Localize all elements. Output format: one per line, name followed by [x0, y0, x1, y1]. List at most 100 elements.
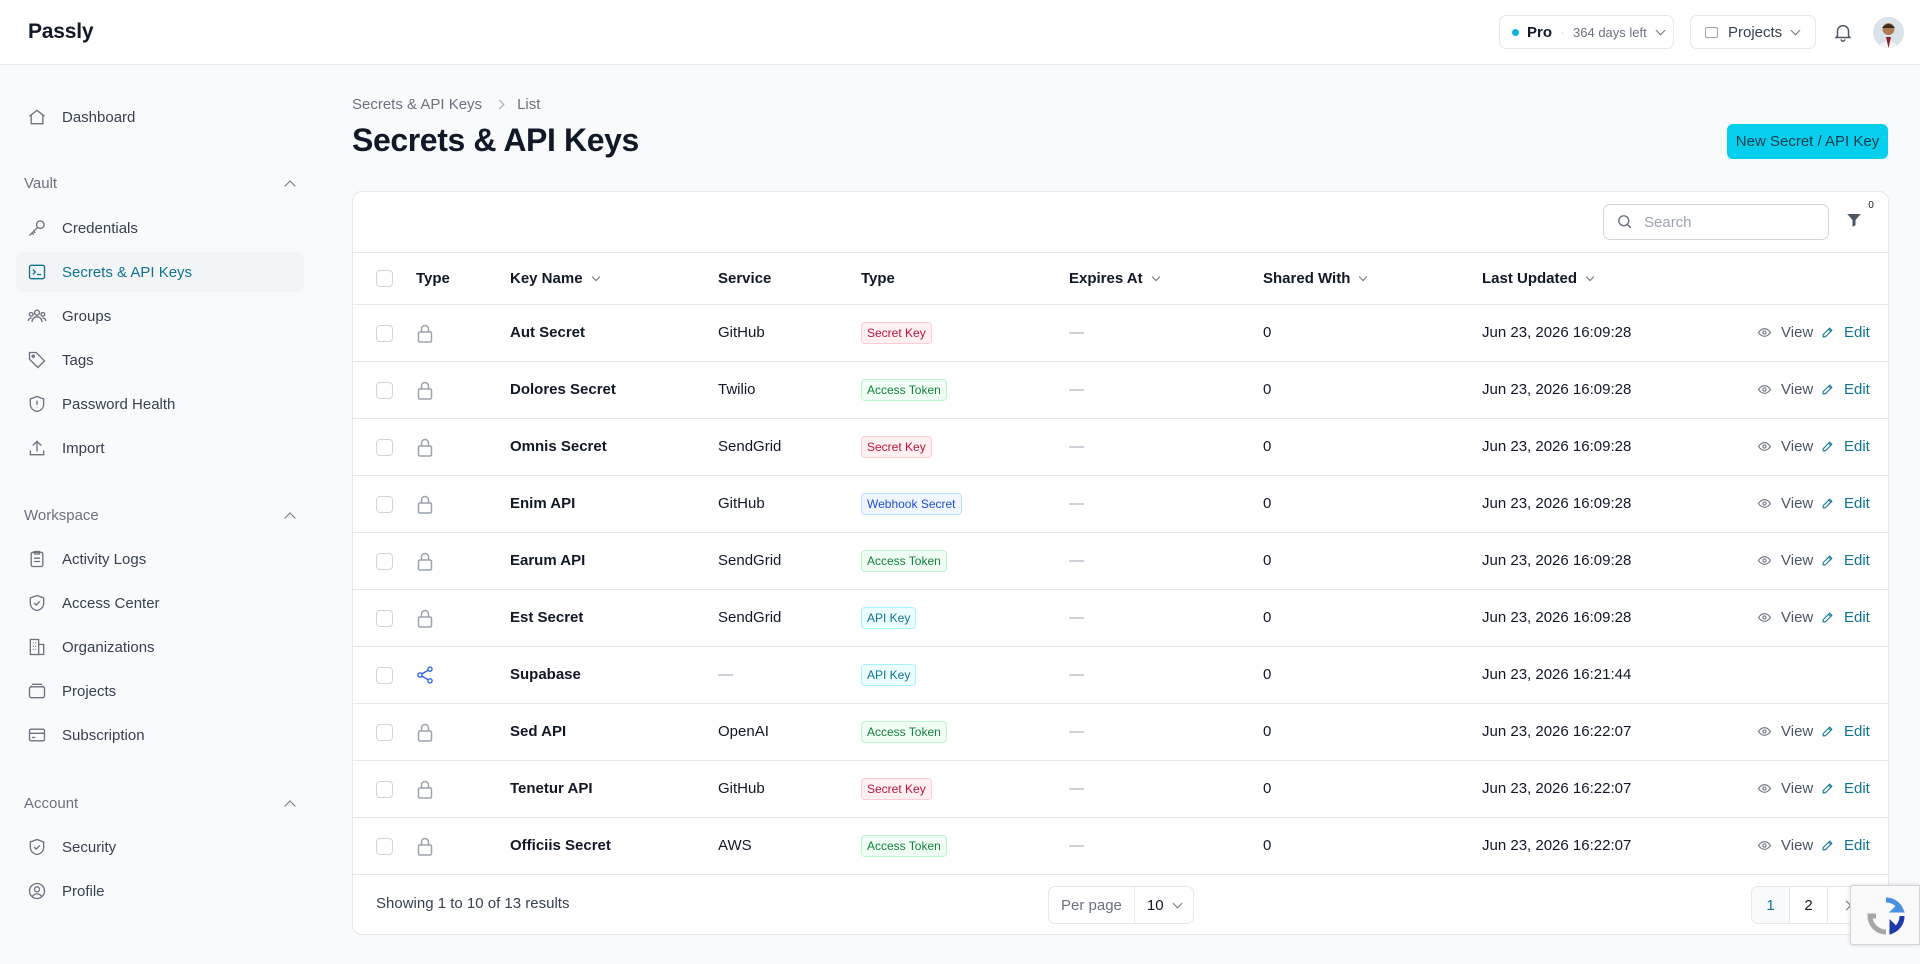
- sidebar-item-password-health[interactable]: Password Health: [16, 384, 304, 424]
- row-checkbox[interactable]: [376, 838, 393, 855]
- table-row[interactable]: Sed API OpenAI Access Token — 0 Jun 23, 2026 …: [353, 704, 1888, 761]
- select-all-checkbox[interactable]: [376, 270, 393, 287]
- table-row[interactable]: Omnis Secret SendGrid Secret Key — 0 Jun 23, …: [353, 419, 1888, 476]
- type-badge: Secret Key: [861, 322, 932, 344]
- row-checkbox[interactable]: [376, 439, 393, 456]
- sidebar-item-label: Security: [62, 838, 117, 856]
- edit-button[interactable]: Edit: [1821, 324, 1870, 341]
- sidebar-item-profile[interactable]: Profile: [16, 871, 304, 911]
- edit-icon: [1821, 839, 1839, 852]
- sidebar-item-credentials[interactable]: Credentials: [16, 208, 304, 248]
- bell-icon[interactable]: [1832, 20, 1854, 44]
- view-button[interactable]: View: [1758, 837, 1813, 854]
- sidebar-section-account[interactable]: Account: [24, 795, 296, 812]
- key-icon: [26, 217, 48, 239]
- secrets-table-card: Search 0 Type Key Name Service Type Expi…: [352, 191, 1889, 935]
- filter-icon[interactable]: [1845, 210, 1863, 230]
- view-button[interactable]: View: [1758, 438, 1813, 455]
- table-row[interactable]: Officiis Secret AWS Access Token — 0 Jun 23, …: [353, 818, 1888, 875]
- table-row[interactable]: Supabase — API Key — 0 Jun 23, 2026 16:21:44: [353, 647, 1888, 704]
- sidebar-item-subscription[interactable]: Subscription: [16, 715, 304, 755]
- key-name[interactable]: Dolores Secret: [510, 381, 616, 398]
- sidebar-item-groups[interactable]: Groups: [16, 296, 304, 336]
- view-label: View: [1781, 552, 1814, 569]
- key-name[interactable]: Omnis Secret: [510, 438, 607, 455]
- sidebar-item-organizations[interactable]: Organizations: [16, 627, 304, 667]
- key-name[interactable]: Est Secret: [510, 609, 584, 626]
- lock-icon: [417, 381, 433, 400]
- expires-at: —: [1069, 438, 1084, 455]
- sidebar-section-workspace[interactable]: Workspace: [24, 507, 296, 524]
- plan-dropdown[interactable]: Pro · 364 days left: [1499, 15, 1674, 49]
- row-checkbox[interactable]: [376, 382, 393, 399]
- edit-button[interactable]: Edit: [1821, 609, 1870, 626]
- key-name[interactable]: Sed API: [510, 723, 567, 740]
- row-checkbox[interactable]: [376, 496, 393, 513]
- row-checkbox[interactable]: [376, 781, 393, 798]
- view-button[interactable]: View: [1758, 723, 1813, 740]
- edit-button[interactable]: Edit: [1821, 381, 1870, 398]
- edit-button[interactable]: Edit: [1821, 438, 1870, 455]
- sort-chevron-icon: [1359, 272, 1368, 282]
- key-name[interactable]: Officiis Secret: [510, 837, 611, 854]
- sidebar-item-tags[interactable]: Tags: [16, 340, 304, 380]
- sidebar-section-vault[interactable]: Vault: [24, 175, 296, 192]
- view-label: View: [1781, 381, 1814, 398]
- brand-logo[interactable]: Passly: [28, 20, 94, 43]
- edit-button[interactable]: Edit: [1821, 723, 1870, 740]
- key-name[interactable]: Earum API: [510, 552, 586, 569]
- new-secret-button[interactable]: New Secret / API Key: [1727, 124, 1888, 159]
- type-badge: Access Token: [861, 550, 947, 572]
- row-checkbox[interactable]: [376, 325, 393, 342]
- search-input[interactable]: Search: [1603, 204, 1829, 240]
- table-row[interactable]: Est Secret SendGrid API Key — 0 Jun 23, 2026 …: [353, 590, 1888, 647]
- sidebar-item-access-center[interactable]: Access Center: [16, 583, 304, 623]
- table-row[interactable]: Aut Secret GitHub Secret Key — 0 Jun 23, 2026…: [353, 305, 1888, 362]
- service: OpenAI: [718, 723, 769, 740]
- row-checkbox[interactable]: [376, 667, 393, 684]
- column-header-key-name[interactable]: Key Name: [510, 270, 600, 287]
- sidebar-item-import[interactable]: Import: [16, 428, 304, 468]
- view-button[interactable]: View: [1758, 381, 1813, 398]
- view-button[interactable]: View: [1758, 324, 1813, 341]
- row-checkbox[interactable]: [376, 610, 393, 627]
- projects-dropdown[interactable]: Projects: [1690, 15, 1816, 49]
- sidebar-item-dashboard[interactable]: Dashboard: [16, 97, 304, 137]
- recaptcha-badge[interactable]: [1850, 885, 1920, 945]
- table-row[interactable]: Dolores Secret Twilio Access Token — 0 Jun 23…: [353, 362, 1888, 419]
- folder-icon: [26, 680, 48, 702]
- view-button[interactable]: View: [1758, 552, 1813, 569]
- per-page-select[interactable]: Per page 10: [1048, 886, 1194, 924]
- column-header-last-updated[interactable]: Last Updated: [1482, 270, 1595, 287]
- page-2-button[interactable]: 2: [1790, 887, 1828, 923]
- view-button[interactable]: View: [1758, 495, 1813, 512]
- expires-at: —: [1069, 495, 1084, 512]
- breadcrumb-parent-link[interactable]: Secrets & API Keys: [352, 96, 483, 113]
- sort-chevron-icon: [591, 272, 600, 282]
- column-header-expires-at[interactable]: Expires At: [1069, 270, 1160, 287]
- table-row[interactable]: Earum API SendGrid Access Token — 0 Jun 23, 2…: [353, 533, 1888, 590]
- key-name[interactable]: Aut Secret: [510, 324, 586, 341]
- sidebar-item-security[interactable]: Security: [16, 827, 304, 867]
- view-button[interactable]: View: [1758, 780, 1813, 797]
- sidebar-item-projects[interactable]: Projects: [16, 671, 304, 711]
- row-checkbox[interactable]: [376, 553, 393, 570]
- row-checkbox[interactable]: [376, 724, 393, 741]
- column-header-shared-with[interactable]: Shared With: [1263, 270, 1368, 287]
- edit-button[interactable]: Edit: [1821, 780, 1870, 797]
- edit-button[interactable]: Edit: [1821, 552, 1870, 569]
- edit-button[interactable]: Edit: [1821, 837, 1870, 854]
- key-name[interactable]: Supabase: [510, 666, 581, 683]
- view-button[interactable]: View: [1758, 609, 1813, 626]
- sidebar-item-secrets-api-keys[interactable]: Secrets & API Keys: [16, 252, 304, 292]
- table-row[interactable]: Tenetur API GitHub Secret Key — 0 Jun 23, 202…: [353, 761, 1888, 818]
- edit-button[interactable]: Edit: [1821, 495, 1870, 512]
- key-name[interactable]: Enim API: [510, 495, 576, 512]
- table-row[interactable]: Enim API GitHub Webhook Secret — 0 Jun 23, 20…: [353, 476, 1888, 533]
- sidebar-item-activity-logs[interactable]: Activity Logs: [16, 539, 304, 579]
- edit-label: Edit: [1844, 324, 1870, 341]
- key-name[interactable]: Tenetur API: [510, 780, 593, 797]
- avatar[interactable]: [1873, 17, 1904, 48]
- shared-with-count: 0: [1263, 324, 1272, 341]
- page-1-button[interactable]: 1: [1752, 887, 1790, 923]
